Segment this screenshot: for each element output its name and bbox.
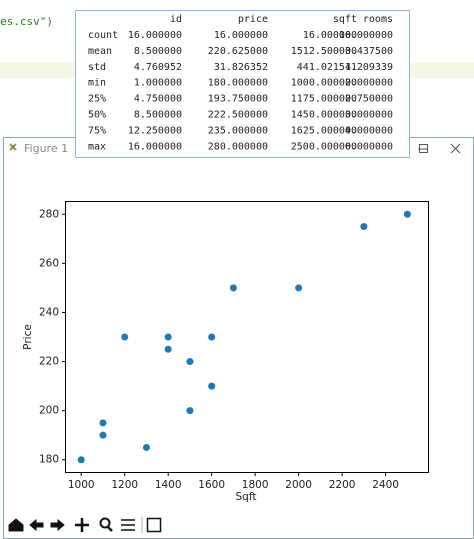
y-tick-label: 180 [39,454,59,466]
x-tick-label: 1800 [242,479,269,491]
row-label: 25% [88,94,106,105]
code-line: es.csv") [0,15,53,28]
column-header: sqft [333,14,357,25]
save-button[interactable] [146,517,162,533]
cell: 2.750000 [345,94,393,105]
cell: 1.000000 [134,78,182,89]
cell: 8.500000 [134,110,182,121]
point [208,382,216,390]
x-tick-label: 1600 [198,479,225,491]
row-label: 50% [88,110,106,121]
y-tick-label: 200 [39,405,59,417]
cell: 180.000000 [208,78,268,89]
column-header: price [238,14,268,25]
cell: 2500.000000 [291,141,357,152]
row-label: min [88,78,106,89]
point [121,333,129,341]
x-tick-label: 1000 [68,479,95,491]
cell: 1512.500000 [291,46,357,57]
cell: 4.750000 [134,94,182,105]
point [208,333,216,341]
cell: 220.625000 [208,46,268,57]
cell: 16.000000 [214,30,268,41]
y-tick-label: 240 [39,306,59,318]
row-label: mean [88,46,112,57]
window-title: Figure 1 [24,142,68,155]
cell: 1450.000000 [291,110,357,121]
point [77,456,85,464]
cell: 1000.000000 [291,78,357,89]
y-tick-label: 280 [39,208,59,220]
cell: 235.000000 [208,125,268,136]
zoom-button[interactable] [99,517,113,532]
plot-area [65,201,429,473]
point [99,431,107,439]
x-tick-label: 2200 [329,479,356,491]
y-axis-label: Price [22,324,34,350]
row-label: std [88,62,106,73]
row-label: count [88,30,118,41]
forward-button[interactable] [50,518,65,532]
x-tick-label: 1400 [155,479,182,491]
cell: 3.437500 [345,46,393,57]
cell: 441.021541 [297,62,357,73]
y-tick-label: 220 [39,356,59,368]
row-label: max [88,141,106,152]
cell: 16.000000 [128,141,182,152]
x-tick-label: 2400 [372,479,399,491]
x-tick-label: 2000 [285,479,312,491]
point [360,223,368,231]
x-axis-label: Sqft [236,491,257,503]
point [164,345,172,353]
cell: 16.000000 [128,30,182,41]
cell: 16.000000 [303,30,357,41]
row-label: 75% [88,125,106,136]
point [295,284,303,292]
cell: 12.250000 [128,125,182,136]
column-header: rooms [363,14,393,25]
point [186,358,194,366]
window-icon [9,143,17,151]
close-button[interactable] [450,143,461,154]
cell: 16.000000 [339,30,393,41]
back-button[interactable] [29,518,44,532]
point [229,284,237,292]
pan-button[interactable] [75,518,89,532]
point [186,407,194,415]
toolbar [8,517,162,533]
plot: 1000 1200 1400 1600 1800 2000 2200 2400 180 200 22… [39,208,411,491]
point [142,443,150,451]
cell: 4.000000 [345,125,393,136]
x-tick-label: 1200 [111,479,138,491]
cell: 193.750000 [208,94,268,105]
describe-tooltip [75,10,410,158]
cell: 6.000000 [345,141,393,152]
cell: 2.000000 [345,78,393,89]
cell: 3.000000 [345,110,393,121]
maximize-button[interactable] [419,144,428,153]
point [99,419,107,427]
configure-button[interactable] [121,519,135,531]
home-button[interactable] [8,518,24,532]
cell: 1625.000000 [291,125,357,136]
cell: 4.760952 [134,62,182,73]
cell: 1.209339 [345,62,393,73]
cell: 222.500000 [208,110,268,121]
cell: 1175.000000 [291,94,357,105]
cell: 31.826352 [214,62,268,73]
point [403,210,411,218]
y-tick-label: 260 [39,257,59,269]
point [164,333,172,341]
cell: 8.500000 [134,46,182,57]
column-header: id [170,14,182,25]
cell: 280.000000 [208,141,268,152]
